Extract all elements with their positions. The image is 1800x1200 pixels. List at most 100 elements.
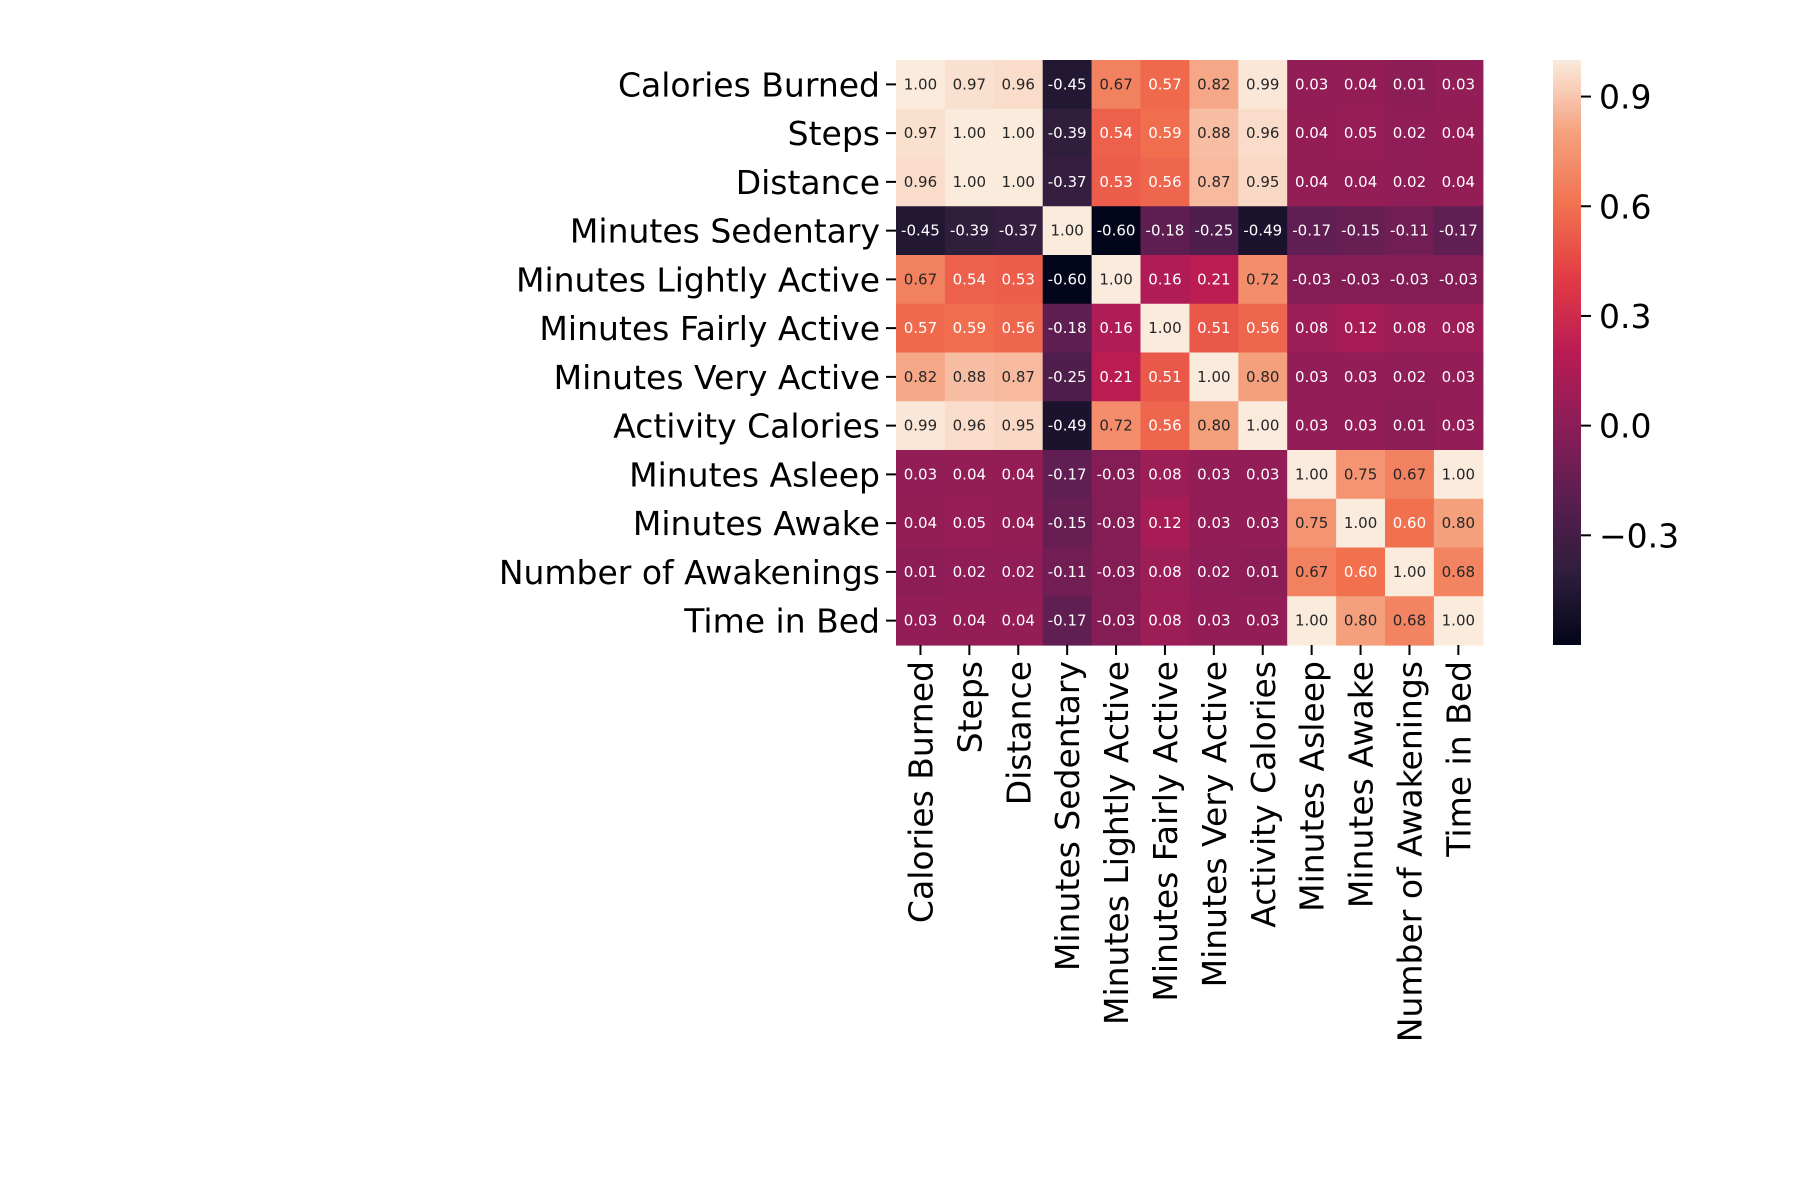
heatmap-cell: [1336, 60, 1386, 110]
cell-annotation: 0.08: [1148, 612, 1181, 630]
heatmap-cell: [1433, 303, 1484, 354]
heatmap-cell: [1287, 401, 1337, 451]
heatmap-cell: [1042, 206, 1093, 256]
heatmap-cell: [1287, 60, 1337, 110]
heatmap-cell: [1189, 255, 1239, 305]
heatmap-cells: 1.00 0.97 0.96 -0.45 0.67 0.57 0.82 0.99 0.03 0.0…: [896, 60, 1484, 646]
cell-annotation: 0.96: [1002, 75, 1035, 93]
heatmap-cell: [1189, 60, 1239, 110]
heatmap-cell: [1238, 547, 1288, 597]
heatmap-cell: [1433, 255, 1484, 305]
cell-annotation: 1.00: [1148, 319, 1181, 337]
cell-annotation: 0.54: [953, 270, 986, 288]
cell-annotation: 0.67: [1295, 563, 1328, 581]
cell-annotation: 0.59: [1148, 124, 1181, 142]
cell-annotation: 0.04: [953, 612, 986, 630]
heatmap-cell: [1287, 498, 1337, 549]
cell-annotation: -0.49: [1243, 222, 1282, 240]
heatmap-cell: [1433, 401, 1484, 451]
heatmap-cell: [993, 401, 1044, 451]
cell-annotation: 0.03: [1442, 75, 1475, 93]
heatmap-cell: [896, 255, 946, 305]
cell-annotation: 0.16: [1148, 270, 1181, 288]
cell-annotation: -0.03: [1439, 270, 1478, 288]
heatmap-cell: [1140, 108, 1190, 159]
cell-annotation: 0.80: [1442, 514, 1475, 532]
heatmap-cell: [993, 450, 1044, 500]
heatmap-cell: [896, 352, 946, 402]
heatmap-cell: [944, 157, 995, 207]
x-tick-label: Minutes Lightly Active: [1097, 661, 1136, 1025]
heatmap-cell: [1385, 60, 1435, 110]
heatmap-cell: [1042, 60, 1093, 110]
heatmap-cell: [1336, 352, 1386, 402]
y-tick-label: Calories Burned: [618, 65, 880, 104]
y-tick-label: Minutes Sedentary: [570, 212, 880, 251]
heatmap-cell: [1140, 157, 1190, 207]
cell-annotation: -0.17: [1048, 465, 1087, 483]
cell-annotation: 0.87: [1002, 368, 1035, 386]
heatmap-cell: [1287, 352, 1337, 402]
heatmap-cell: [1189, 303, 1239, 354]
cell-annotation: 0.80: [1344, 612, 1377, 630]
cell-annotation: 1.00: [1002, 173, 1035, 191]
cell-annotation: 0.56: [1148, 173, 1181, 191]
cell-annotation: 0.03: [1344, 417, 1377, 435]
cell-annotation: 0.82: [904, 368, 937, 386]
cell-annotation: 0.03: [1246, 612, 1279, 630]
cell-annotation: 0.03: [1197, 612, 1230, 630]
heatmap-cell: [896, 60, 946, 110]
heatmap-cell: [896, 401, 946, 451]
heatmap-cell: [1238, 157, 1288, 207]
heatmap-cell: [1336, 450, 1386, 500]
heatmap-cell: [1140, 60, 1190, 110]
heatmap-cell: [944, 596, 995, 646]
heatmap-cell: [1042, 255, 1093, 305]
cell-annotation: 0.08: [1148, 563, 1181, 581]
cell-annotation: -0.45: [1048, 75, 1087, 93]
cell-annotation: 0.03: [1246, 465, 1279, 483]
x-tick-label: Number of Awakenings: [1390, 661, 1429, 1042]
cell-annotation: -0.03: [1097, 514, 1136, 532]
y-tick-label: Minutes Very Active: [554, 358, 880, 397]
heatmap-cell: [1238, 108, 1288, 159]
cell-annotation: 0.01: [1246, 563, 1279, 581]
cell-annotation: 0.80: [1246, 368, 1279, 386]
cell-annotation: 0.02: [1393, 368, 1426, 386]
cell-annotation: 0.82: [1197, 75, 1230, 93]
heatmap-cell: [1385, 108, 1435, 159]
cell-annotation: 0.03: [1442, 417, 1475, 435]
heatmap-cell: [1091, 303, 1142, 354]
cell-annotation: 0.03: [904, 465, 937, 483]
heatmap-cell: [1042, 108, 1093, 159]
cell-annotation: 0.57: [904, 319, 937, 337]
cell-annotation: 0.21: [1197, 270, 1230, 288]
cell-annotation: 0.04: [1442, 173, 1475, 191]
cell-annotation: 1.00: [953, 173, 986, 191]
cell-annotation: -0.17: [1048, 612, 1087, 630]
cell-annotation: 0.16: [1099, 319, 1132, 337]
heatmap-cell: [1287, 108, 1337, 159]
heatmap-cell: [1385, 352, 1435, 402]
heatmap-cell: [1042, 450, 1093, 500]
heatmap-cell: [1287, 547, 1337, 597]
cell-annotation: 1.00: [1295, 612, 1328, 630]
cell-annotation: 0.01: [1393, 417, 1426, 435]
cell-annotation: 0.80: [1197, 417, 1230, 435]
heatmap-cell: [896, 498, 946, 549]
colorbar-gradient: [1553, 60, 1581, 645]
colorbar-tick-label: 0.9: [1599, 78, 1651, 117]
y-tick-label: Minutes Fairly Active: [539, 309, 880, 348]
heatmap-cell: [1091, 255, 1142, 305]
heatmap-cell: [1091, 596, 1142, 646]
heatmap-cell: [1238, 352, 1288, 402]
heatmap-cell: [1287, 157, 1337, 207]
cell-annotation: 1.00: [1050, 222, 1083, 240]
heatmap-cell: [1091, 157, 1142, 207]
heatmap-cell: [1433, 157, 1484, 207]
cell-annotation: 0.02: [1393, 124, 1426, 142]
cell-annotation: 0.95: [1002, 417, 1035, 435]
cell-annotation: 0.21: [1099, 368, 1132, 386]
cell-annotation: 0.12: [1148, 514, 1181, 532]
cell-annotation: 0.03: [1197, 514, 1230, 532]
